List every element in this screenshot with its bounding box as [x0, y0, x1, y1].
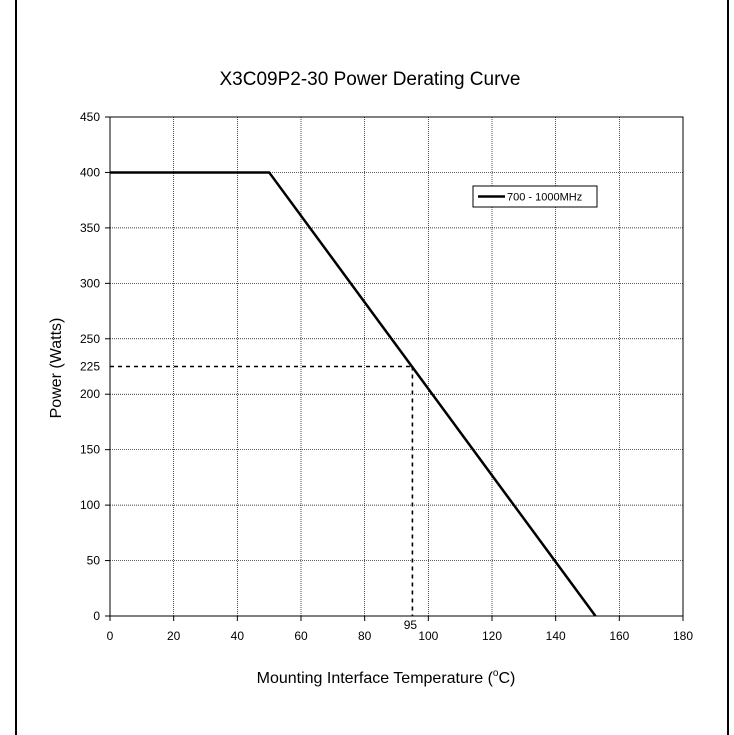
- series-line: [110, 171, 597, 617]
- legend: 700 - 1000MHz: [472, 185, 598, 208]
- x-tick-label: 0: [107, 629, 114, 643]
- y-tick-label: 450: [80, 110, 100, 124]
- x-axis-label-superscript: o: [493, 668, 499, 679]
- y-tick-label: 0: [93, 609, 100, 623]
- annotation-x-label: 95: [404, 618, 418, 632]
- x-tick-label: 80: [358, 629, 372, 643]
- y-axis-label: Power (Watts): [48, 318, 65, 419]
- annotations: 225 95: [80, 360, 417, 633]
- chart-title: X3C09P2-30 Power Derating Curve: [220, 69, 521, 90]
- y-tick-label: 350: [80, 221, 100, 235]
- x-tick-label: 60: [294, 629, 308, 643]
- y-tick-label: 300: [80, 276, 100, 290]
- legend-label: 700 - 1000MHz: [507, 192, 582, 204]
- x-tick-label: 100: [418, 629, 438, 643]
- y-tick-label: 400: [80, 165, 100, 179]
- y-tick-label: 50: [87, 554, 101, 568]
- y-tick-label: 250: [80, 332, 100, 346]
- series-layer: [110, 171, 597, 617]
- x-axis-label: Mounting Interface Temperature (oC): [257, 668, 516, 687]
- y-tick-label: 100: [80, 498, 100, 512]
- chart-frame: [15, 0, 729, 735]
- x-tick-label: 180: [673, 629, 693, 643]
- grid: [110, 117, 683, 616]
- x-tick-label: 40: [231, 629, 245, 643]
- x-tick-label: 140: [546, 629, 566, 643]
- x-tick-label: 160: [609, 629, 629, 643]
- legend-box: [472, 185, 598, 208]
- x-tick-label: 120: [482, 629, 502, 643]
- x-axis-label-prefix: Mounting Interface Temperature (: [257, 670, 494, 687]
- plot-border: [109, 116, 684, 617]
- annotation-y-label: 225: [80, 360, 100, 374]
- axis-ticks: 0 20 40 60 80 100 120 140 160 180 0 50 100 150 200 250 3…: [80, 110, 693, 643]
- x-tick-label: 20: [167, 629, 181, 643]
- x-axis-label-suffix: C): [498, 670, 515, 687]
- y-tick-label: 200: [80, 387, 100, 401]
- y-tick-label: 150: [80, 443, 100, 457]
